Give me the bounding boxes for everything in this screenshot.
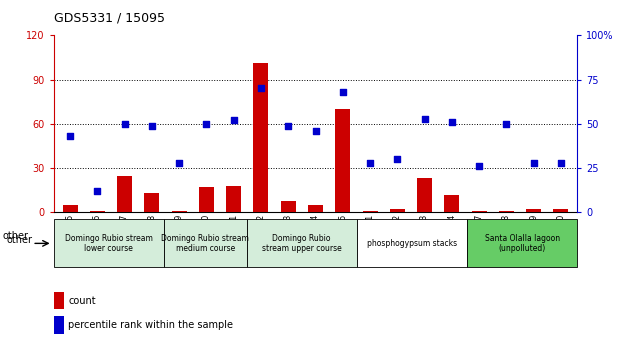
Bar: [471, 211, 487, 212]
Point: [147, 123, 157, 129]
Text: other: other: [6, 235, 32, 245]
Bar: [335, 109, 350, 212]
Point: [392, 156, 403, 162]
Bar: [308, 205, 323, 212]
Point: [447, 119, 457, 125]
Bar: [164, 219, 247, 267]
Text: Domingo Rubio stream
lower course: Domingo Rubio stream lower course: [65, 234, 153, 253]
Point: [283, 123, 293, 129]
Bar: [247, 219, 357, 267]
Bar: [363, 211, 377, 212]
Point: [119, 121, 129, 127]
Bar: [144, 193, 160, 212]
Point: [556, 160, 566, 166]
Point: [310, 128, 321, 134]
Point: [474, 164, 484, 169]
Bar: [444, 195, 459, 212]
Point: [228, 118, 239, 123]
Point: [529, 160, 539, 166]
Bar: [117, 176, 132, 212]
Text: Domingo Rubio stream
medium course: Domingo Rubio stream medium course: [162, 234, 249, 253]
Bar: [417, 178, 432, 212]
Point: [256, 86, 266, 91]
Point: [502, 121, 512, 127]
Text: percentile rank within the sample: percentile rank within the sample: [68, 320, 233, 330]
Bar: [62, 205, 78, 212]
Bar: [499, 211, 514, 212]
Point: [65, 133, 75, 139]
Bar: [281, 201, 296, 212]
Point: [201, 121, 211, 127]
Bar: [90, 211, 105, 212]
Point: [174, 160, 184, 166]
Bar: [172, 211, 187, 212]
Bar: [54, 292, 64, 309]
Text: Domingo Rubio
stream upper course: Domingo Rubio stream upper course: [262, 234, 341, 253]
Text: Santa Olalla lagoon
(unpolluted): Santa Olalla lagoon (unpolluted): [485, 234, 560, 253]
Bar: [390, 210, 405, 212]
Bar: [254, 63, 268, 212]
Point: [338, 89, 348, 95]
Bar: [553, 210, 569, 212]
Point: [420, 116, 430, 121]
Text: GDS5331 / 15095: GDS5331 / 15095: [54, 12, 165, 25]
Point: [365, 160, 375, 166]
Bar: [526, 210, 541, 212]
Bar: [54, 316, 64, 334]
Bar: [54, 219, 164, 267]
Bar: [199, 187, 214, 212]
Text: phosphogypsum stacks: phosphogypsum stacks: [367, 239, 457, 248]
Bar: [357, 219, 467, 267]
Point: [92, 188, 102, 194]
Bar: [467, 219, 577, 267]
Text: other: other: [3, 231, 28, 241]
Bar: [226, 186, 241, 212]
Text: count: count: [68, 296, 96, 306]
